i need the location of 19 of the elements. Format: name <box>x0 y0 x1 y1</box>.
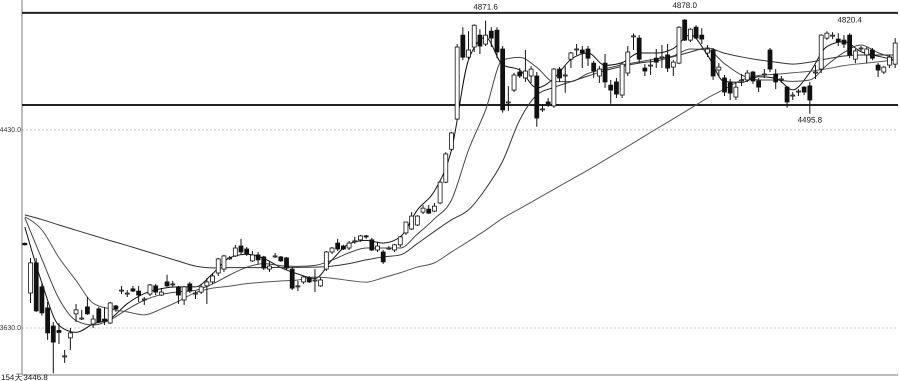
annotation: 154天 <box>1 373 22 381</box>
annotation: 3446.8 <box>23 373 48 381</box>
candlestick <box>642 64 648 76</box>
candlestick <box>85 296 90 316</box>
annotation: 4820.4 <box>837 15 862 24</box>
candlestick <box>380 250 386 264</box>
candlestick <box>198 283 204 295</box>
annotation: 4878.0 <box>672 1 698 10</box>
candlestick <box>568 51 574 69</box>
annotation: 4871.6 <box>473 2 498 12</box>
candlestick <box>768 48 772 73</box>
candlestick <box>648 58 653 76</box>
candlestick <box>813 64 818 80</box>
annotation: 4495.8 <box>798 116 823 125</box>
candlestick <box>79 309 84 321</box>
candlestick <box>74 303 78 323</box>
candlestick <box>631 32 636 50</box>
candlestick <box>449 131 454 152</box>
candlestick <box>62 350 68 364</box>
